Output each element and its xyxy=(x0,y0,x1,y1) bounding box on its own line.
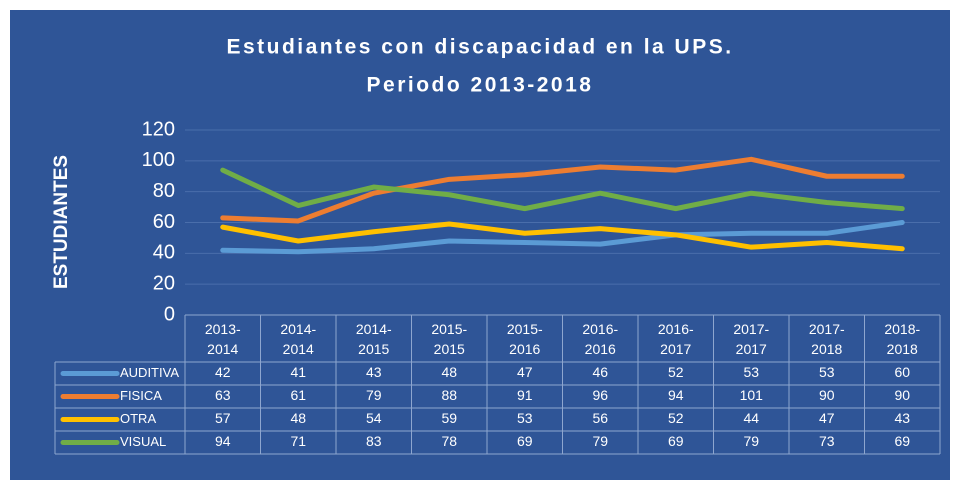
chart-subtitle: Periodo 2013-2018 xyxy=(367,74,594,97)
table-value: 52 xyxy=(668,410,684,426)
x-tick-text: 2017-2018 xyxy=(808,320,845,357)
series-line xyxy=(220,156,905,224)
y-tick-label: 40 xyxy=(153,242,175,264)
table-value: 44 xyxy=(743,410,759,426)
x-tick-label: 2017-2017 xyxy=(714,315,790,362)
table-value: 69 xyxy=(517,433,533,449)
table-value: 78 xyxy=(441,433,457,449)
table-value: 69 xyxy=(668,433,684,449)
chart-title: Estudiantes con discapacidad en la UPS. xyxy=(226,36,733,59)
series-line xyxy=(220,167,905,212)
table-value: 83 xyxy=(366,433,382,449)
table-value: 48 xyxy=(441,364,457,380)
table-value: 42 xyxy=(215,364,231,380)
x-tick-label: 2018-2018 xyxy=(865,315,941,362)
x-tick-label: 2015-2016 xyxy=(487,315,563,362)
table-value: 47 xyxy=(517,364,533,380)
x-tick-text: 2017-2017 xyxy=(733,320,770,357)
table-value: 53 xyxy=(819,364,835,380)
y-tick-label: 120 xyxy=(142,118,175,140)
legend-label: FISICA xyxy=(120,388,162,403)
table-value: 60 xyxy=(894,364,910,380)
table-value: 96 xyxy=(592,387,608,403)
x-tick-label: 2014-2014 xyxy=(261,315,337,362)
x-tick-text: 2015-2015 xyxy=(431,320,468,357)
table-value: 94 xyxy=(215,433,231,449)
table-value: 90 xyxy=(894,387,910,403)
table-value: 61 xyxy=(290,387,306,403)
table-value: 79 xyxy=(743,433,759,449)
table-value: 63 xyxy=(215,387,231,403)
x-tick-text: 2013-2014 xyxy=(204,320,241,357)
table-value: 43 xyxy=(366,364,382,380)
table-value: 59 xyxy=(441,410,457,426)
x-tick-label: 2013-2014 xyxy=(185,315,261,362)
x-tick-label: 2014-2015 xyxy=(336,315,412,362)
table-value: 71 xyxy=(290,433,306,449)
table-value: 94 xyxy=(668,387,684,403)
y-tick-label: 100 xyxy=(142,149,175,171)
table-value: 69 xyxy=(894,433,910,449)
y-tick-label: 0 xyxy=(164,303,175,325)
y-axis-label: ESTUDIANTES xyxy=(51,155,72,289)
x-tick-text: 2016-2016 xyxy=(582,320,619,357)
legend-label: AUDITIVA xyxy=(120,365,179,380)
table-value: 88 xyxy=(441,387,457,403)
x-tick-text: 2018-2018 xyxy=(884,320,921,357)
table-value: 90 xyxy=(819,387,835,403)
x-tick-text: 2014-2015 xyxy=(355,320,392,357)
table-value: 73 xyxy=(819,433,835,449)
x-tick-label: 2017-2018 xyxy=(789,315,865,362)
legend-label: VISUAL xyxy=(120,434,166,449)
y-tick-label: 20 xyxy=(153,272,175,294)
table-value: 101 xyxy=(740,387,764,403)
series-line xyxy=(220,220,905,255)
table-value: 56 xyxy=(592,410,608,426)
table-value: 43 xyxy=(894,410,910,426)
series-line xyxy=(220,221,905,252)
table-value: 79 xyxy=(366,387,382,403)
x-tick-label: 2016-2016 xyxy=(563,315,639,362)
table-value: 47 xyxy=(819,410,835,426)
table-value: 46 xyxy=(592,364,608,380)
x-tick-text: 2014-2014 xyxy=(280,320,317,357)
y-tick-label: 60 xyxy=(153,211,175,233)
x-tick-text: 2016-2017 xyxy=(657,320,694,357)
table-value: 91 xyxy=(517,387,533,403)
table-value: 79 xyxy=(592,433,608,449)
table-value: 41 xyxy=(290,364,306,380)
table-value: 54 xyxy=(366,410,382,426)
y-tick-label: 80 xyxy=(153,180,175,202)
table-value: 53 xyxy=(743,364,759,380)
table-value: 52 xyxy=(668,364,684,380)
table-value: 57 xyxy=(215,410,231,426)
x-tick-label: 2015-2015 xyxy=(412,315,488,362)
table-value: 48 xyxy=(290,410,306,426)
x-tick-text: 2015-2016 xyxy=(506,320,543,357)
x-tick-label: 2016-2017 xyxy=(638,315,714,362)
legend-label: OTRA xyxy=(120,411,156,426)
table-value: 53 xyxy=(517,410,533,426)
